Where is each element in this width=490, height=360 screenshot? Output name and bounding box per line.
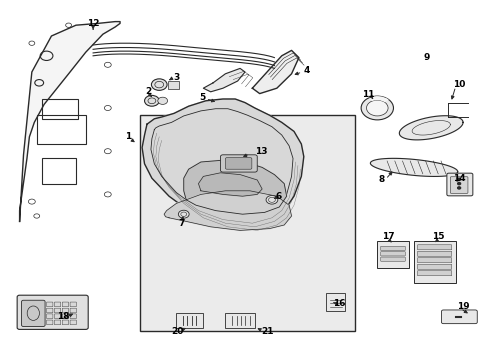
Text: 9: 9 xyxy=(423,53,430,62)
Circle shape xyxy=(361,96,393,120)
FancyBboxPatch shape xyxy=(62,308,69,313)
FancyBboxPatch shape xyxy=(47,302,53,307)
Text: 13: 13 xyxy=(255,148,268,157)
FancyBboxPatch shape xyxy=(377,241,409,268)
FancyBboxPatch shape xyxy=(225,158,252,169)
FancyBboxPatch shape xyxy=(447,173,473,196)
Text: 19: 19 xyxy=(457,302,469,311)
FancyBboxPatch shape xyxy=(70,314,76,319)
FancyBboxPatch shape xyxy=(54,308,61,313)
FancyBboxPatch shape xyxy=(47,320,53,325)
Text: 18: 18 xyxy=(57,312,70,321)
Polygon shape xyxy=(20,22,120,221)
Text: 15: 15 xyxy=(432,233,445,242)
FancyBboxPatch shape xyxy=(417,264,452,269)
Text: 1: 1 xyxy=(125,132,131,141)
FancyBboxPatch shape xyxy=(70,320,76,325)
FancyBboxPatch shape xyxy=(381,252,405,256)
FancyBboxPatch shape xyxy=(54,320,61,325)
FancyBboxPatch shape xyxy=(47,314,53,319)
Wedge shape xyxy=(369,96,389,102)
FancyBboxPatch shape xyxy=(417,258,452,263)
FancyBboxPatch shape xyxy=(70,308,76,313)
FancyBboxPatch shape xyxy=(417,245,452,250)
Polygon shape xyxy=(184,160,287,214)
FancyBboxPatch shape xyxy=(70,302,76,307)
Text: 5: 5 xyxy=(199,93,205,102)
FancyBboxPatch shape xyxy=(47,308,53,313)
Bar xyxy=(42,99,78,119)
Text: 20: 20 xyxy=(171,328,184,336)
Bar xyxy=(140,115,355,331)
Polygon shape xyxy=(198,173,262,196)
Text: 17: 17 xyxy=(382,233,395,242)
Circle shape xyxy=(266,195,278,204)
FancyBboxPatch shape xyxy=(176,313,203,328)
FancyBboxPatch shape xyxy=(62,314,69,319)
Text: 6: 6 xyxy=(275,192,281,201)
Circle shape xyxy=(158,97,168,104)
FancyBboxPatch shape xyxy=(54,314,61,319)
Polygon shape xyxy=(142,99,304,225)
FancyBboxPatch shape xyxy=(22,300,45,327)
Text: 11: 11 xyxy=(362,90,375,99)
Polygon shape xyxy=(370,158,458,176)
Text: 3: 3 xyxy=(173,73,179,82)
Polygon shape xyxy=(164,191,292,230)
FancyBboxPatch shape xyxy=(441,310,477,324)
Text: 12: 12 xyxy=(87,19,99,28)
FancyBboxPatch shape xyxy=(326,293,345,311)
Bar xyxy=(37,115,86,144)
Bar xyxy=(42,158,76,184)
Circle shape xyxy=(458,183,461,185)
FancyBboxPatch shape xyxy=(414,241,456,283)
Polygon shape xyxy=(399,116,463,140)
Text: 7: 7 xyxy=(178,219,185,228)
FancyBboxPatch shape xyxy=(17,295,88,329)
Bar xyxy=(168,81,179,89)
Text: 4: 4 xyxy=(303,66,310,75)
Text: 2: 2 xyxy=(146,87,151,96)
Text: 21: 21 xyxy=(261,328,273,336)
FancyBboxPatch shape xyxy=(450,177,468,193)
FancyBboxPatch shape xyxy=(62,320,69,325)
FancyBboxPatch shape xyxy=(54,302,61,307)
Circle shape xyxy=(151,79,167,90)
FancyBboxPatch shape xyxy=(62,302,69,307)
Circle shape xyxy=(367,100,388,116)
Text: 10: 10 xyxy=(453,80,466,89)
FancyBboxPatch shape xyxy=(417,271,452,276)
Text: 14: 14 xyxy=(453,174,466,183)
Circle shape xyxy=(458,187,461,189)
FancyBboxPatch shape xyxy=(381,246,405,251)
Circle shape xyxy=(458,178,461,180)
FancyBboxPatch shape xyxy=(220,155,257,172)
Circle shape xyxy=(145,95,159,106)
Polygon shape xyxy=(203,68,245,92)
Text: 16: 16 xyxy=(333,299,346,307)
Text: 8: 8 xyxy=(378,175,384,184)
FancyBboxPatch shape xyxy=(417,251,452,256)
Circle shape xyxy=(178,210,189,218)
FancyBboxPatch shape xyxy=(381,257,405,261)
FancyBboxPatch shape xyxy=(225,313,255,328)
Polygon shape xyxy=(252,50,299,94)
